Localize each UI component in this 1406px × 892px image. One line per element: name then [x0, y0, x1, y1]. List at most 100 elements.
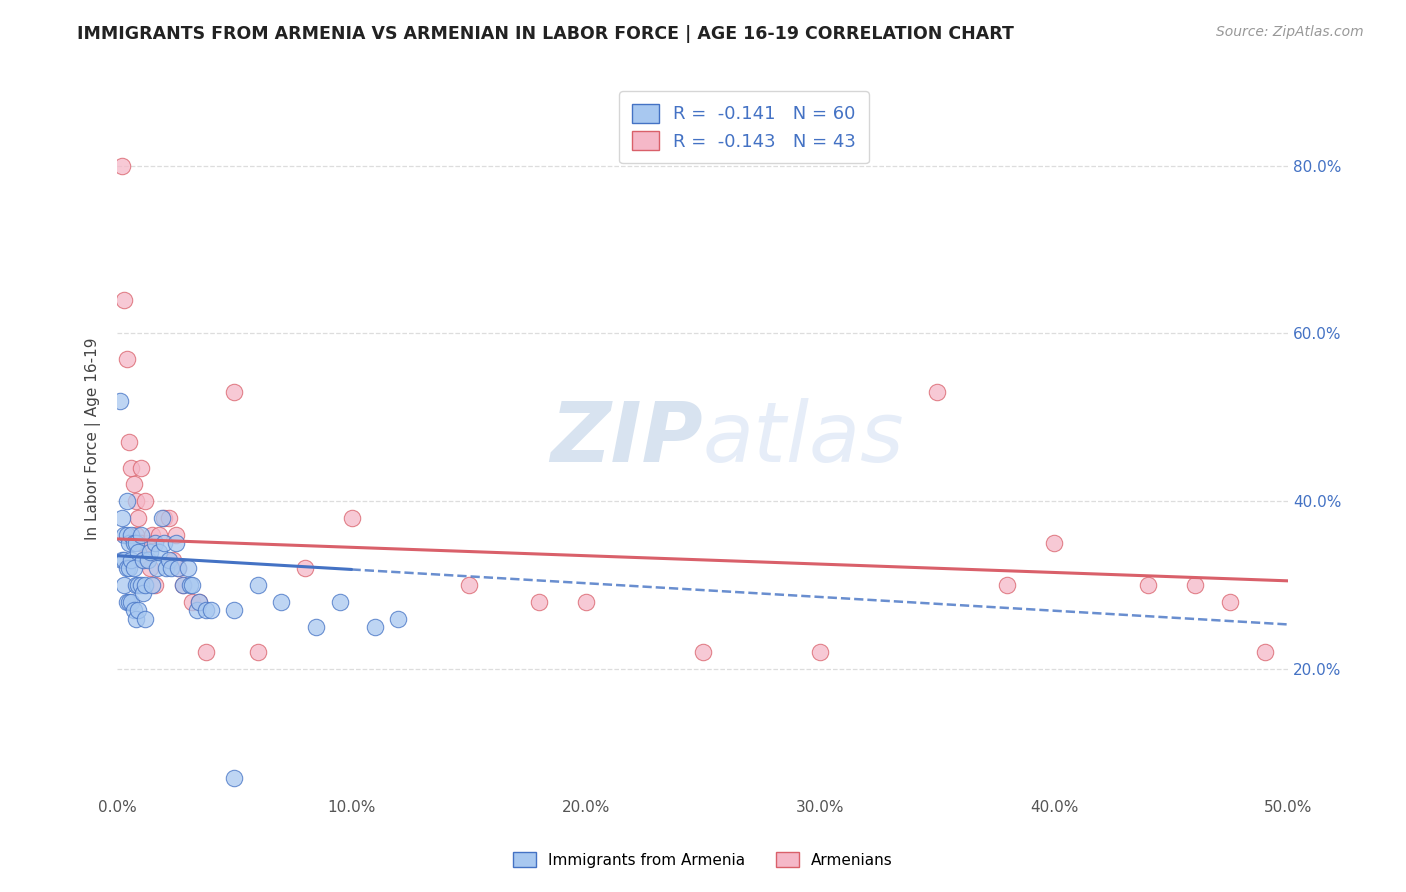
Point [139, 544, 162, 558]
Point [111, 553, 134, 567]
Point [125, 536, 148, 550]
Point [127, 511, 149, 525]
Point [165, 527, 187, 541]
Point [387, 611, 409, 625]
Point [127, 603, 149, 617]
Point [118, 536, 141, 550]
Point [146, 561, 169, 575]
Point [141, 578, 163, 592]
Point [122, 603, 145, 617]
Point [125, 494, 148, 508]
Point [224, 385, 246, 400]
Point [118, 561, 141, 575]
Point [305, 620, 328, 634]
Point [115, 527, 138, 541]
Point [575, 595, 598, 609]
Point [134, 578, 156, 592]
Point [132, 553, 155, 567]
Point [115, 351, 138, 366]
Point [129, 578, 152, 592]
Point [134, 494, 156, 508]
Point [125, 527, 148, 541]
Point [129, 527, 152, 541]
Point [176, 561, 198, 575]
Point [111, 511, 134, 525]
Text: ZIP: ZIP [550, 398, 703, 479]
Point [129, 460, 152, 475]
Point [150, 511, 173, 525]
Point [157, 511, 180, 525]
Point [1219, 595, 1241, 609]
Point [165, 536, 187, 550]
Point [692, 645, 714, 659]
Text: Source: ZipAtlas.com: Source: ZipAtlas.com [1216, 25, 1364, 39]
Point [181, 578, 204, 592]
Point [157, 553, 180, 567]
Point [925, 385, 948, 400]
Point [995, 578, 1018, 592]
Point [120, 595, 142, 609]
Point [162, 553, 184, 567]
Point [139, 561, 162, 575]
Point [115, 595, 138, 609]
Point [111, 159, 134, 173]
Point [1184, 578, 1206, 592]
Y-axis label: In Labor Force | Age 16-19: In Labor Force | Age 16-19 [86, 337, 101, 540]
Point [246, 578, 269, 592]
Point [125, 611, 148, 625]
Legend: Immigrants from Armenia, Armenians: Immigrants from Armenia, Armenians [508, 846, 898, 873]
Point [329, 595, 352, 609]
Point [188, 595, 211, 609]
Point [153, 511, 176, 525]
Point [118, 435, 141, 450]
Point [148, 544, 170, 558]
Point [132, 586, 155, 600]
Point [136, 536, 159, 550]
Point [155, 561, 177, 575]
Point [1136, 578, 1159, 592]
Point [179, 578, 201, 592]
Point [120, 460, 142, 475]
Point [195, 645, 218, 659]
Point [115, 561, 138, 575]
Point [122, 561, 145, 575]
Point [120, 527, 142, 541]
Point [527, 595, 550, 609]
Point [200, 603, 222, 617]
Point [160, 561, 183, 575]
Point [118, 595, 141, 609]
Point [141, 527, 163, 541]
Point [143, 578, 166, 592]
Point [1254, 645, 1277, 659]
Point [153, 536, 176, 550]
Point [134, 611, 156, 625]
Legend: R =  -0.141   N = 60, R =  -0.143   N = 43: R = -0.141 N = 60, R = -0.143 N = 43 [619, 91, 869, 163]
Point [808, 645, 831, 659]
Point [172, 578, 194, 592]
Point [167, 561, 190, 575]
Point [125, 578, 148, 592]
Point [136, 553, 159, 567]
Point [181, 595, 204, 609]
Point [224, 603, 246, 617]
Point [120, 553, 142, 567]
Point [122, 477, 145, 491]
Point [270, 595, 292, 609]
Point [224, 771, 246, 785]
Point [1043, 536, 1066, 550]
Point [246, 645, 269, 659]
Text: atlas: atlas [703, 398, 904, 479]
Point [143, 536, 166, 550]
Point [167, 561, 190, 575]
Text: IMMIGRANTS FROM ARMENIA VS ARMENIAN IN LABOR FORCE | AGE 16-19 CORRELATION CHART: IMMIGRANTS FROM ARMENIA VS ARMENIAN IN L… [77, 25, 1014, 43]
Point [115, 494, 138, 508]
Point [457, 578, 479, 592]
Point [148, 527, 170, 541]
Point [122, 536, 145, 550]
Point [188, 595, 211, 609]
Point [294, 561, 316, 575]
Point [186, 603, 208, 617]
Point [132, 553, 155, 567]
Point [340, 511, 363, 525]
Point [112, 527, 135, 541]
